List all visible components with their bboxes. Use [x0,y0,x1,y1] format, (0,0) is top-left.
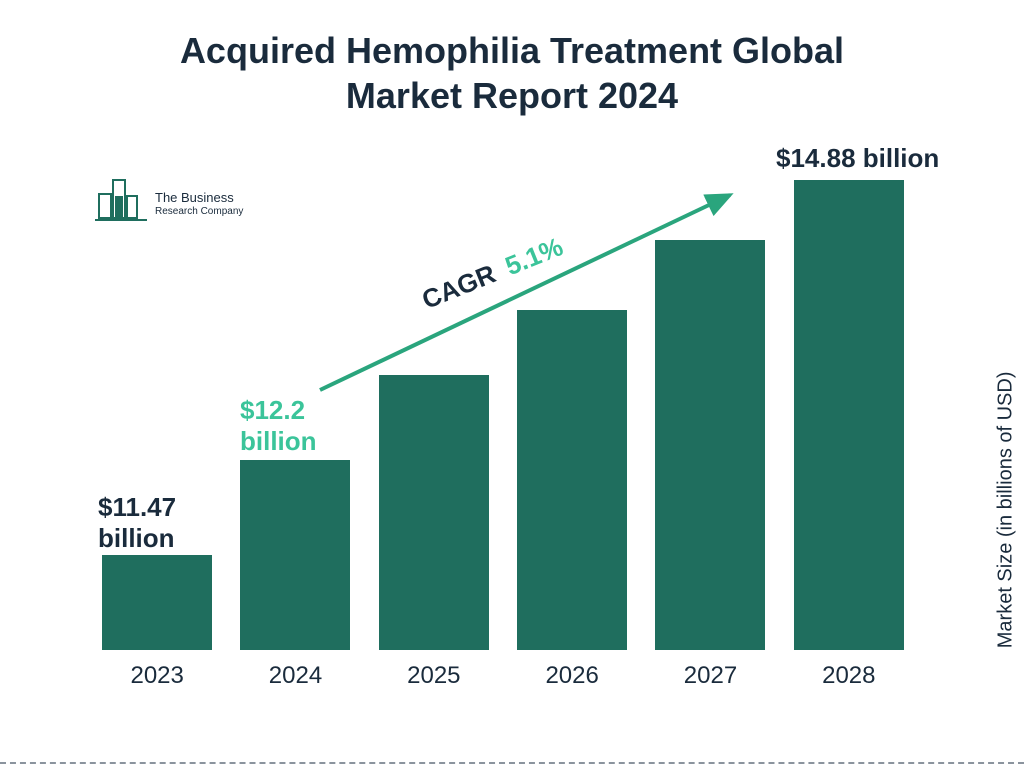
bar-2026 [517,310,627,650]
x-tick-2028: 2028 [780,662,918,690]
bar-2025 [379,375,489,650]
value-label-2024: $12.2 billion [240,395,317,457]
value-label-2028: $14.88 billion [776,143,939,174]
x-tick-2026: 2026 [503,662,641,690]
value-label-2023: $11.47 billion [98,492,176,554]
footer-divider [0,762,1024,764]
title-line-1: Acquired Hemophilia Treatment Global [180,30,844,71]
y-axis-label: Market Size (in billions of USD) [995,372,1018,649]
x-tick-2025: 2025 [365,662,503,690]
value-label-2023-amount: $11.47 [98,492,176,522]
bar-2023 [102,555,212,650]
bar-wrap-2027 [641,160,779,650]
chart-title: Acquired Hemophilia Treatment Global Mar… [0,28,1024,118]
x-tick-2027: 2027 [641,662,779,690]
bar-wrap-2025 [365,160,503,650]
x-tick-2024: 2024 [226,662,364,690]
bar-2024 [240,460,350,650]
value-label-2028-text: $14.88 billion [776,143,939,173]
bar-2028 [794,180,904,650]
value-label-2023-unit: billion [98,523,175,553]
bars-container [88,160,918,650]
bar-chart: 2023 2024 2025 2026 2027 2028 [88,160,918,690]
x-axis: 2023 2024 2025 2026 2027 2028 [88,662,918,690]
bar-wrap-2026 [503,160,641,650]
x-tick-2023: 2023 [88,662,226,690]
title-line-2: Market Report 2024 [346,75,678,116]
bar-2027 [655,240,765,650]
value-label-2024-amount: $12.2 [240,395,305,425]
bar-wrap-2028 [780,160,918,650]
value-label-2024-unit: billion [240,426,317,456]
bar-wrap-2023 [88,160,226,650]
